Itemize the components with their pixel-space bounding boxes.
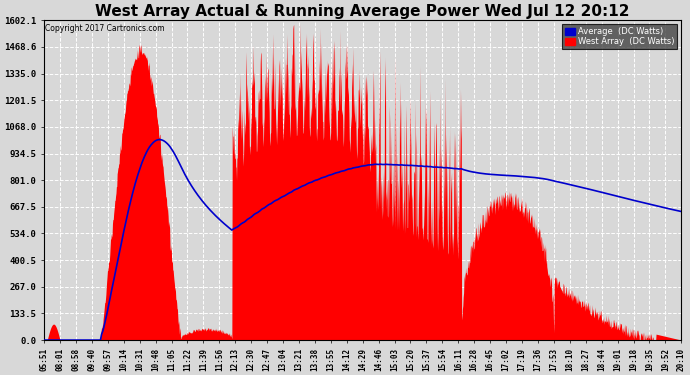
Title: West Array Actual & Running Average Power Wed Jul 12 20:12: West Array Actual & Running Average Powe…	[95, 4, 630, 19]
Legend: Average  (DC Watts), West Array  (DC Watts): Average (DC Watts), West Array (DC Watts…	[562, 24, 677, 49]
Text: Copyright 2017 Cartronics.com: Copyright 2017 Cartronics.com	[45, 24, 164, 33]
